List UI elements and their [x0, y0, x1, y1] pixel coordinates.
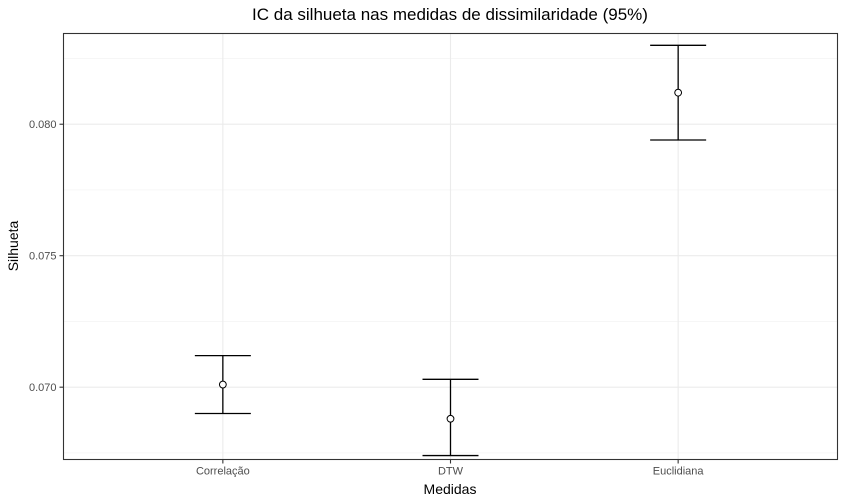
- mean-point: [218, 380, 227, 389]
- y-axis-title: Silhueta: [5, 220, 21, 271]
- x-tick-label: Euclidiana: [653, 466, 705, 478]
- y-tick-label: 0.080: [29, 119, 57, 131]
- y-axis: 0.070 0.075 0.080: [29, 119, 64, 394]
- error-bars: [194, 44, 707, 457]
- x-tick-label: Correlação: [196, 466, 250, 478]
- chart-title: IC da silhueta nas medidas de dissimilar…: [252, 5, 648, 24]
- mean-point: [446, 414, 455, 423]
- mean-point: [674, 88, 683, 97]
- x-axis-title: Medidas: [424, 481, 477, 497]
- x-tick-label: DTW: [438, 466, 464, 478]
- y-tick-label: 0.075: [29, 251, 57, 263]
- y-tick-label: 0.070: [29, 382, 57, 394]
- x-axis: Correlação DTW Euclidiana: [196, 459, 705, 478]
